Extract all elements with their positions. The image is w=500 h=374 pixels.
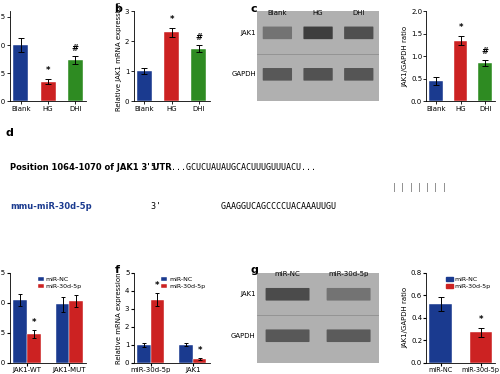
Bar (27, 334, 40, 363)
Bar (137, 71, 152, 101)
Y-axis label: Relative mRNA expression: Relative mRNA expression (116, 272, 122, 364)
Y-axis label: JAK1/GAPDH ratio: JAK1/GAPDH ratio (402, 287, 408, 348)
Text: #: # (482, 47, 488, 56)
Text: *: * (198, 346, 202, 355)
Text: miR-NC: miR-NC (274, 271, 300, 277)
Text: c: c (251, 4, 258, 14)
Bar (454, 40, 468, 101)
Bar (14, 300, 27, 363)
Y-axis label: JAK1/GAPDH ratio: JAK1/GAPDH ratio (402, 26, 408, 87)
Bar (14, 45, 28, 101)
Text: *: * (155, 281, 160, 290)
Bar (180, 345, 193, 363)
FancyBboxPatch shape (304, 68, 332, 81)
Text: |: | (434, 183, 437, 191)
Text: |: | (418, 183, 420, 191)
Text: *: * (32, 318, 36, 327)
Text: |: | (393, 183, 396, 191)
Text: |: | (426, 183, 429, 191)
Text: f: f (114, 266, 119, 275)
Legend: miR-NC, miR-30d-5p: miR-NC, miR-30d-5p (445, 276, 492, 290)
Text: mmu-miR-30d-5p: mmu-miR-30d-5p (10, 202, 92, 211)
Bar (430, 81, 443, 101)
Text: |: | (402, 183, 404, 191)
Bar (164, 32, 179, 101)
FancyBboxPatch shape (262, 27, 292, 39)
Legend: miR-NC, miR-30d-5p: miR-NC, miR-30d-5p (36, 276, 83, 290)
Text: HG: HG (313, 10, 324, 16)
Bar (192, 49, 206, 101)
Bar (430, 304, 452, 363)
Bar (56, 304, 70, 363)
Bar (68, 60, 83, 101)
Legend: miR-NC, miR-30d-5p: miR-NC, miR-30d-5p (160, 276, 206, 290)
Text: Position 1064-1070 of JAK1 3' UTR: Position 1064-1070 of JAK1 3' UTR (10, 163, 172, 172)
Text: g: g (251, 266, 259, 275)
Text: |: | (410, 183, 412, 191)
Bar (137, 345, 150, 363)
Bar (40, 82, 56, 101)
Text: b: b (114, 4, 122, 14)
Bar (470, 332, 492, 363)
Y-axis label: Relative JAK1 mRNA expression: Relative JAK1 mRNA expression (116, 1, 122, 111)
FancyBboxPatch shape (326, 329, 370, 342)
Text: 5'  ...GCUCUAUAUGCACUUUGUUUACU...: 5' ...GCUCUAUAUGCACUUUGUUUACU... (150, 163, 316, 172)
FancyBboxPatch shape (304, 27, 332, 39)
FancyBboxPatch shape (266, 329, 310, 342)
Text: 3'            GAAGGUCAGCCCCUACAAAUUGU: 3' GAAGGUCAGCCCCUACAAAUUGU (150, 202, 336, 211)
FancyBboxPatch shape (262, 68, 292, 81)
FancyBboxPatch shape (266, 288, 310, 301)
Bar (193, 359, 206, 363)
FancyBboxPatch shape (326, 288, 370, 301)
Text: JAK1: JAK1 (240, 291, 256, 297)
Bar (478, 63, 492, 101)
Text: GAPDH: GAPDH (231, 333, 256, 339)
FancyBboxPatch shape (344, 68, 374, 81)
Text: DHI: DHI (352, 10, 365, 16)
FancyBboxPatch shape (344, 27, 374, 39)
Bar (150, 300, 164, 363)
Text: Blank: Blank (268, 10, 287, 16)
Text: *: * (458, 24, 463, 33)
Text: *: * (46, 66, 50, 75)
Text: JAK1: JAK1 (240, 30, 256, 36)
FancyBboxPatch shape (257, 273, 379, 363)
Text: miR-30d-5p: miR-30d-5p (328, 271, 369, 277)
Text: |: | (442, 183, 445, 191)
Text: *: * (478, 315, 483, 324)
Text: *: * (170, 15, 174, 24)
Bar (70, 301, 83, 363)
Text: #: # (72, 44, 79, 53)
Text: GAPDH: GAPDH (232, 71, 256, 77)
Text: #: # (196, 33, 202, 42)
FancyBboxPatch shape (257, 11, 379, 101)
Text: d: d (5, 128, 13, 138)
